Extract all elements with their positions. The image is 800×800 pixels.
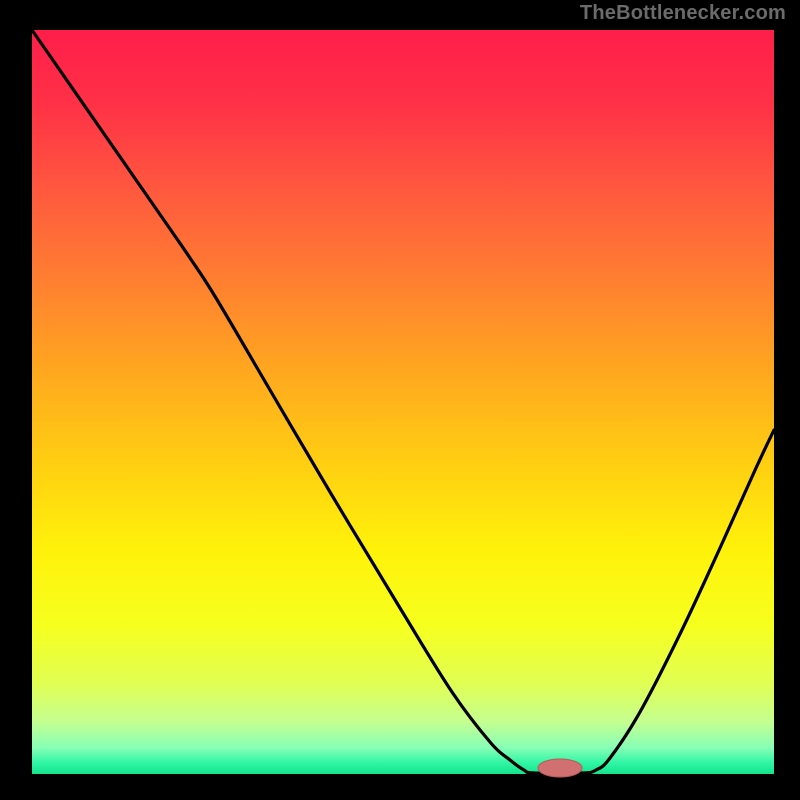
bottleneck-chart [0, 0, 800, 800]
plot-background-gradient [32, 30, 774, 774]
watermark-text: TheBottlenecker.com [580, 2, 786, 25]
optimal-marker [538, 759, 582, 777]
chart-svg [0, 0, 800, 800]
